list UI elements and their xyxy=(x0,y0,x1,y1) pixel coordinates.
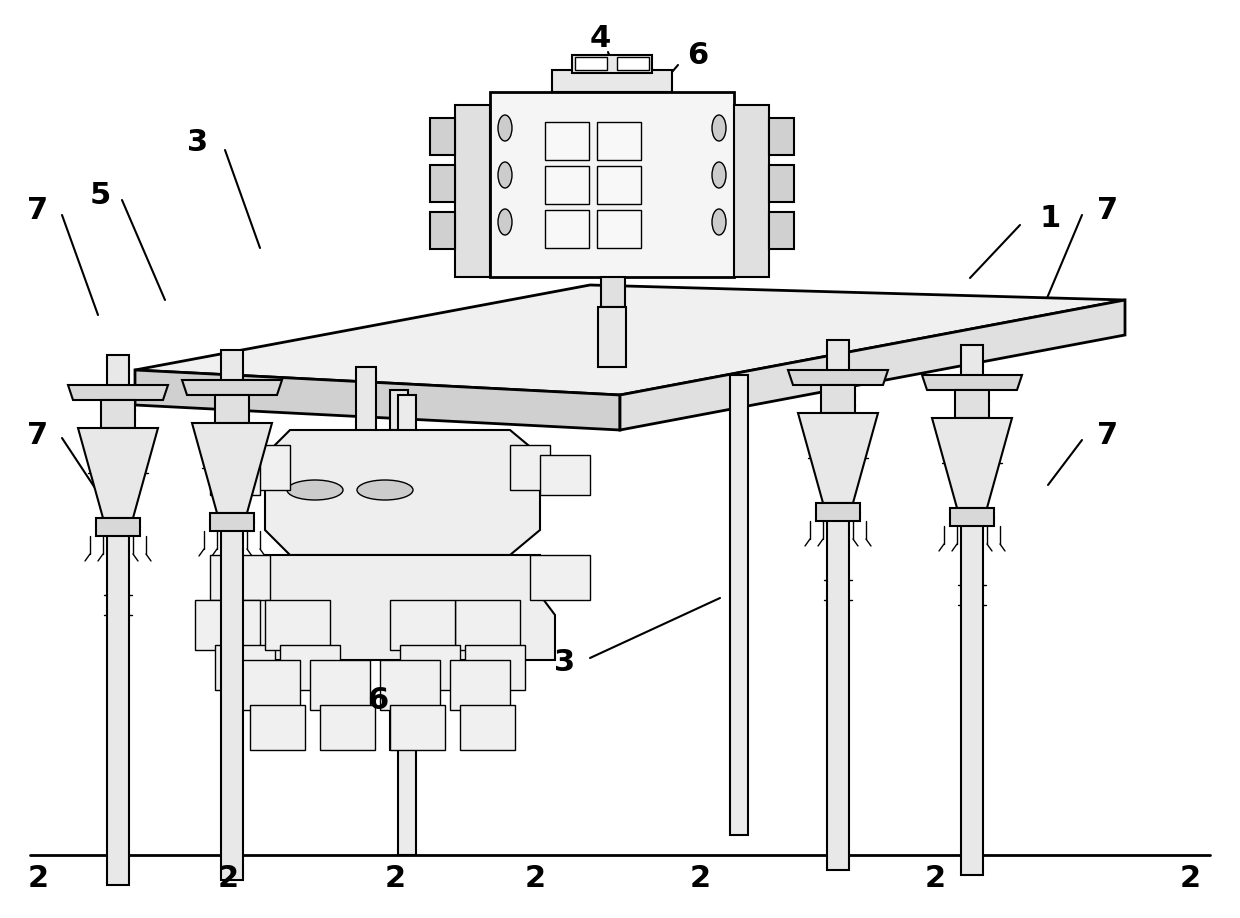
Text: 7: 7 xyxy=(27,420,48,450)
Bar xyxy=(241,660,300,710)
Bar xyxy=(455,600,520,650)
Bar xyxy=(100,400,135,428)
Text: 3: 3 xyxy=(554,647,575,677)
Polygon shape xyxy=(210,455,260,495)
Bar xyxy=(107,355,129,885)
Bar xyxy=(95,518,140,536)
Bar xyxy=(598,307,626,367)
Bar xyxy=(391,600,455,650)
Polygon shape xyxy=(799,413,878,503)
Bar xyxy=(618,57,649,70)
Text: 3: 3 xyxy=(187,128,208,156)
Bar xyxy=(379,660,440,710)
Text: 6: 6 xyxy=(367,686,388,714)
Text: 4: 4 xyxy=(589,24,610,52)
Bar xyxy=(730,375,748,835)
Bar xyxy=(401,645,460,690)
Polygon shape xyxy=(923,375,1022,390)
Text: 2: 2 xyxy=(27,864,48,892)
Polygon shape xyxy=(539,455,590,495)
Polygon shape xyxy=(250,445,290,490)
Text: 2: 2 xyxy=(525,864,546,892)
Bar xyxy=(450,660,510,710)
Text: 7: 7 xyxy=(27,196,48,225)
Polygon shape xyxy=(135,370,620,430)
Ellipse shape xyxy=(712,115,725,141)
Polygon shape xyxy=(68,385,167,400)
Bar xyxy=(546,166,589,204)
Bar xyxy=(215,395,249,423)
Text: 2: 2 xyxy=(1179,864,1200,892)
Polygon shape xyxy=(265,430,539,555)
Bar xyxy=(221,350,243,880)
Polygon shape xyxy=(430,118,455,155)
Polygon shape xyxy=(787,370,888,385)
Bar xyxy=(391,705,445,750)
Text: 2: 2 xyxy=(925,864,946,892)
Bar xyxy=(955,390,990,418)
Text: 2: 2 xyxy=(689,864,711,892)
Bar xyxy=(280,645,340,690)
Polygon shape xyxy=(210,555,270,600)
Bar xyxy=(310,660,370,710)
Bar xyxy=(546,122,589,160)
Polygon shape xyxy=(529,555,590,600)
Ellipse shape xyxy=(712,162,725,188)
Text: 2: 2 xyxy=(217,864,238,892)
Ellipse shape xyxy=(712,209,725,235)
Polygon shape xyxy=(455,105,490,277)
Text: 7: 7 xyxy=(1097,420,1118,450)
Text: 5: 5 xyxy=(89,181,110,209)
Polygon shape xyxy=(192,423,272,513)
Ellipse shape xyxy=(498,162,512,188)
Bar xyxy=(821,385,856,413)
Polygon shape xyxy=(510,445,551,490)
Polygon shape xyxy=(620,300,1125,430)
Bar xyxy=(391,430,405,750)
Bar xyxy=(320,705,374,750)
Polygon shape xyxy=(932,418,1012,508)
Bar xyxy=(460,705,515,750)
Polygon shape xyxy=(182,380,281,395)
Bar xyxy=(490,92,734,277)
Text: 7: 7 xyxy=(1097,196,1118,225)
Polygon shape xyxy=(769,212,794,249)
Bar xyxy=(546,210,589,248)
Bar xyxy=(552,70,672,92)
Polygon shape xyxy=(769,165,794,202)
Bar xyxy=(398,395,415,855)
Ellipse shape xyxy=(286,480,343,500)
Bar xyxy=(601,277,625,307)
Bar xyxy=(465,645,525,690)
Polygon shape xyxy=(135,285,1125,395)
Text: 6: 6 xyxy=(687,40,708,70)
Bar xyxy=(596,210,641,248)
Bar xyxy=(950,508,994,526)
Bar xyxy=(215,645,275,690)
Text: 2: 2 xyxy=(384,864,405,892)
Polygon shape xyxy=(430,212,455,249)
Bar xyxy=(210,513,254,531)
Bar xyxy=(391,390,408,435)
Polygon shape xyxy=(734,105,769,277)
Ellipse shape xyxy=(498,209,512,235)
Polygon shape xyxy=(241,555,556,660)
Bar xyxy=(575,57,608,70)
Text: 1: 1 xyxy=(1039,204,1060,232)
Bar xyxy=(816,503,861,521)
Bar xyxy=(596,122,641,160)
Bar xyxy=(356,367,376,437)
Bar xyxy=(961,345,983,875)
Bar xyxy=(265,600,330,650)
Bar xyxy=(827,340,849,870)
Ellipse shape xyxy=(357,480,413,500)
Polygon shape xyxy=(430,165,455,202)
Bar xyxy=(250,705,305,750)
Bar xyxy=(572,55,652,73)
Bar xyxy=(195,600,260,650)
Polygon shape xyxy=(769,118,794,155)
Ellipse shape xyxy=(498,115,512,141)
Bar xyxy=(596,166,641,204)
Polygon shape xyxy=(78,428,157,518)
